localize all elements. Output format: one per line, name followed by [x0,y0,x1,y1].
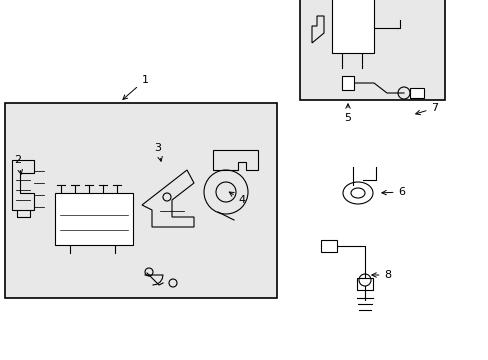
Text: 8: 8 [371,270,391,280]
Text: 1: 1 [122,75,148,99]
Text: 5: 5 [344,104,351,123]
Text: 3: 3 [154,143,162,161]
Bar [409,88,423,98]
Bar [356,278,372,290]
Text: 7: 7 [415,103,438,115]
Text: 6: 6 [381,187,405,197]
Bar [320,240,336,252]
Bar [341,76,353,90]
Text: 2: 2 [15,155,22,174]
Bar [331,0,373,53]
Bar [55,193,133,245]
Text: 4: 4 [229,192,245,205]
Bar [299,0,444,100]
Bar [5,103,276,298]
